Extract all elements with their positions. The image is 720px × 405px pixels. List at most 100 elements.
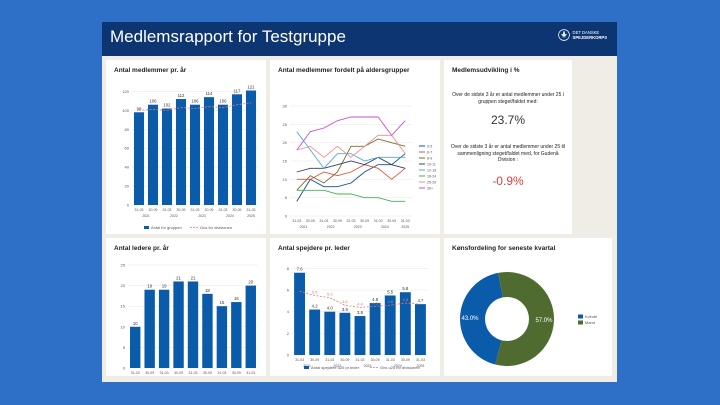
kpi-value-division: -0.9%	[492, 174, 524, 188]
members-bar	[245, 90, 257, 205]
members-panel: Antal medlemmer pr. år 0 20 40 60 80 100 120 31…	[106, 60, 266, 234]
scouts-legend-label: Antal spejdere u25 pr leder	[311, 365, 360, 370]
age-series-line	[296, 189, 406, 202]
group-name: Testgruppe	[261, 27, 346, 46]
members-data-label: 106	[219, 99, 227, 104]
scouts-xtick: 31-03	[386, 358, 395, 362]
kpi-text-division: Over de sidste 3 år er antal medlemmer u…	[450, 144, 566, 163]
leaders-ytick: 15	[121, 304, 126, 309]
scouts-xtick: 31-03	[416, 358, 425, 362]
age-year: 2024	[381, 225, 389, 229]
scouts-xtick: 30-09	[371, 358, 380, 362]
members-ytick: 0	[127, 203, 130, 208]
age-ytick: 15	[283, 159, 288, 164]
leaders-data-label: 21	[191, 275, 196, 280]
members-year: 2021	[142, 214, 150, 218]
scouts-xtick: 31-03	[325, 358, 334, 362]
members-division-line	[138, 102, 252, 111]
leaders-bar	[187, 281, 199, 368]
age-year: 2023	[354, 225, 362, 229]
members-data-label: 112	[178, 93, 185, 98]
leaders-panel: Antal ledere pr. år 0 5 10 15 20 25 31-03 30-09…	[106, 238, 266, 381]
gender-slice	[460, 272, 507, 365]
gender-slice-label: 57.0%	[535, 318, 553, 324]
members-xtick: 31-03	[135, 208, 144, 212]
leaders-xtick: 30-09	[232, 371, 241, 375]
scouts-ytick: 6	[287, 288, 290, 293]
members-title: Antal medlemmer pr. år	[114, 67, 187, 74]
members-year: 2025	[247, 214, 255, 218]
leaders-ytick: 25	[121, 263, 126, 268]
members-bar	[133, 112, 145, 205]
members-bar	[203, 97, 215, 205]
age-legend-label: 30+	[427, 187, 433, 191]
members-ytick: 40	[125, 165, 130, 170]
scouts-ytick: 4	[287, 309, 290, 314]
logo-line2: SPEJDERKORPS	[572, 35, 607, 40]
members-xtick: 30-09	[205, 208, 214, 212]
scouts-bar	[369, 303, 381, 355]
scouts-legend-swatch	[304, 366, 309, 369]
leaders-data-label: 18	[205, 288, 210, 293]
age-xtick: 31-03	[374, 219, 383, 223]
scouts-bar	[354, 316, 366, 355]
scouts-data-label: 4.2	[312, 304, 319, 309]
logo-text: DET DANSKE SPEJDERKORPS	[573, 30, 607, 40]
age-xtick: 30-09	[306, 219, 315, 223]
scouts-legend-label: Gns u25 for divisionen	[380, 365, 420, 370]
members-bar	[217, 104, 229, 205]
age-title: Antal medlemmer fordelt på aldersgrupper	[278, 67, 410, 74]
scouts-ytick: 2	[287, 331, 290, 336]
scouts-bar	[309, 309, 321, 355]
age-legend-label: 16-24	[427, 175, 436, 179]
scouts-division-label: 4.4	[357, 301, 363, 306]
leaders-data-label: 10	[133, 321, 138, 326]
age-ytick: 5	[285, 195, 288, 200]
members-legend-swatch	[144, 226, 149, 229]
age-legend-label: 0-5	[427, 145, 432, 149]
gender-legend-label: Mand	[585, 320, 595, 325]
leaders-bar	[158, 289, 170, 368]
age-legend-label: 25-29	[427, 181, 436, 185]
scouts-bar	[415, 304, 426, 355]
scouts-division-label: 4.6	[342, 299, 348, 304]
members-ytick: 60	[125, 146, 130, 151]
scouts-data-label: 5.8	[402, 286, 409, 291]
age-series-line	[296, 156, 406, 173]
donut-hole	[485, 297, 529, 341]
logo: DET DANSKE SPEJDERKORPS	[557, 29, 607, 41]
scouts-division-label: 5.3	[327, 292, 333, 297]
scouts-data-label: 5.5	[387, 289, 394, 294]
members-xtick: 30-09	[149, 208, 158, 212]
members-legend-label: Antal for gruppen	[151, 225, 182, 230]
age-series-line	[296, 153, 406, 202]
gender-legend-swatch	[578, 314, 583, 319]
age-xtick: 31-03	[292, 219, 301, 223]
age-xtick: 30-09	[360, 219, 369, 223]
leaders-bar	[130, 326, 141, 368]
scouts-division-line	[299, 290, 421, 308]
scouts-year: 2022	[333, 364, 341, 368]
age-series-line	[296, 138, 406, 191]
leaders-xtick: 30-09	[203, 371, 212, 375]
scouts-bar	[384, 295, 396, 355]
title-prefix: Medlemsrapport for	[110, 27, 262, 46]
leaders-chart: 0 5 10 15 20 25 31-03 30-09 31-03 30-09 31-03 30-09…	[121, 263, 258, 381]
leaders-bar	[245, 285, 256, 368]
members-data-label: 98	[137, 106, 142, 111]
scouts-chart: 0 2 4 6 8 31-03 30-09 31-03 30-09 31-03 30-09 31-03…	[287, 266, 428, 370]
scouts-data-label: 4.0	[327, 306, 334, 311]
age-panel: Antal medlemmer fordelt på aldersgrupper…	[270, 60, 440, 234]
members-data-label: 114	[206, 91, 213, 96]
gender-legend-label: Kvinde	[585, 314, 598, 319]
age-xtick: 31-03	[347, 219, 356, 223]
leaders-data-label: 16	[234, 296, 239, 301]
scouts-ytick: 8	[287, 266, 290, 271]
leaders-ytick: 5	[123, 345, 126, 350]
scouts-xtick: 30-09	[340, 358, 349, 362]
members-xtick: 31-03	[247, 208, 256, 212]
members-bar	[231, 94, 243, 205]
scouts-data-label: 4.8	[372, 297, 379, 302]
scouts-xtick: 31-03	[295, 358, 304, 362]
members-bar	[189, 104, 201, 205]
